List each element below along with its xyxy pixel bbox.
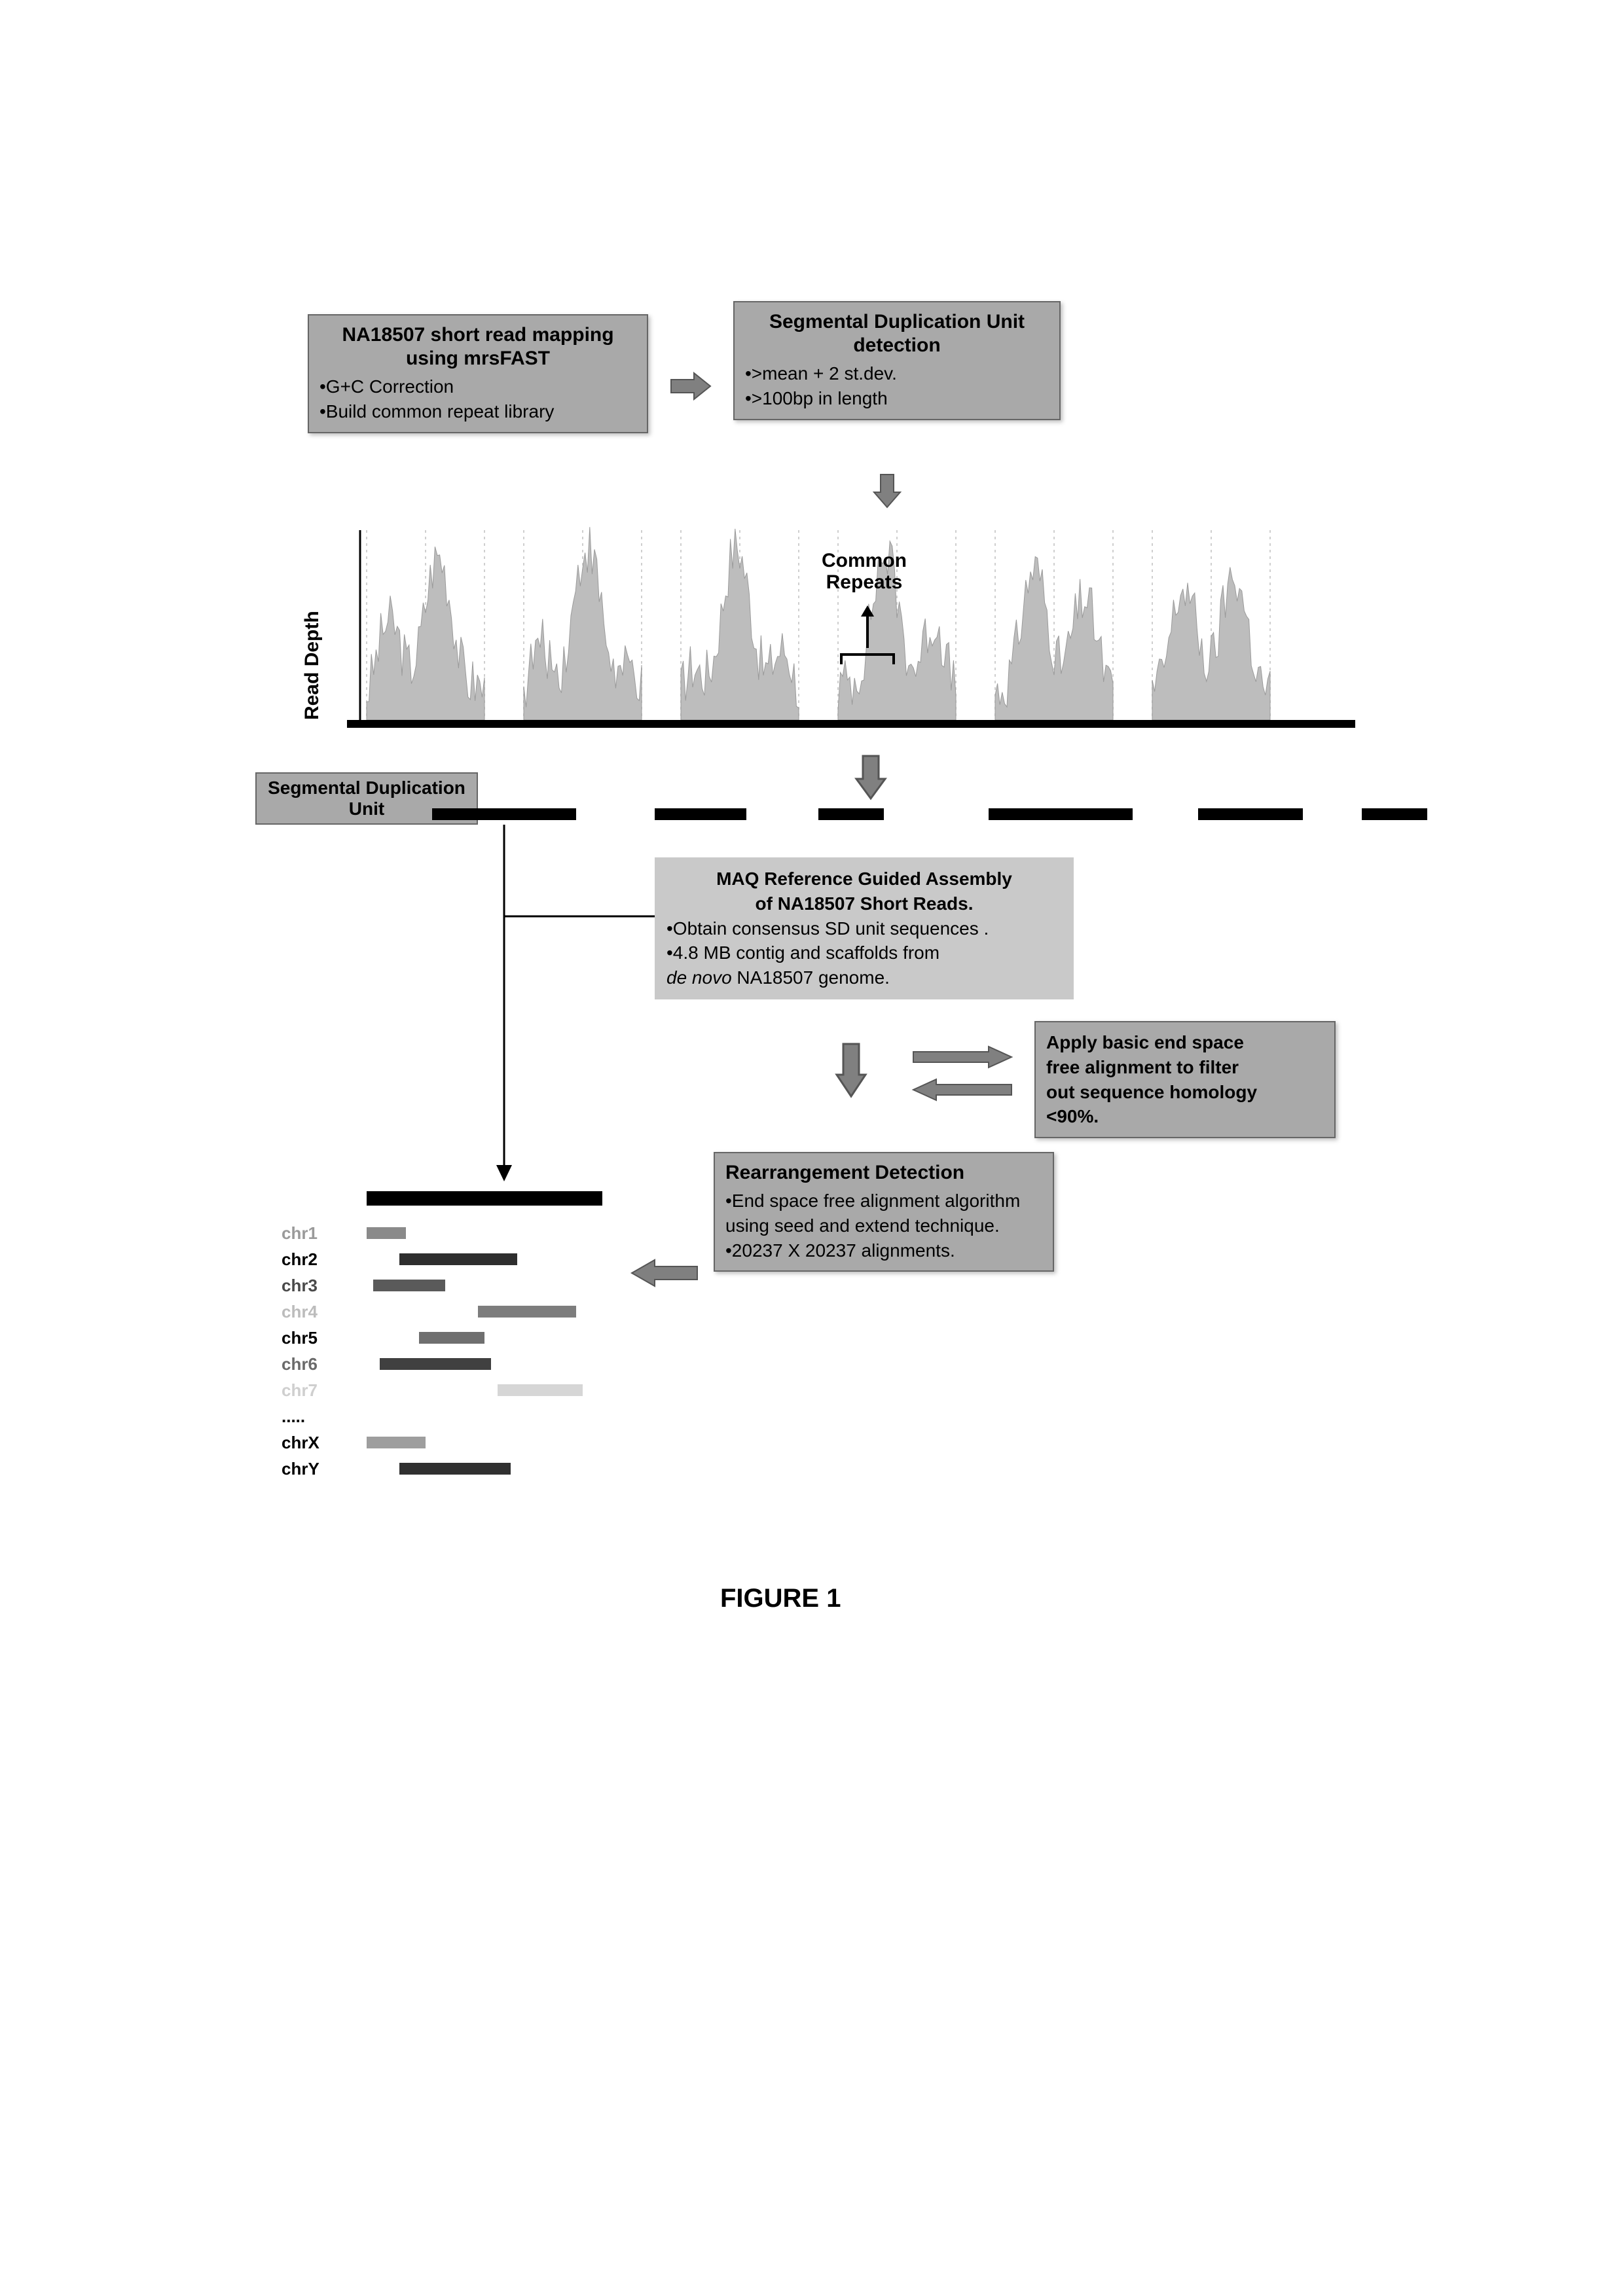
chrom-label-chr1: chr1 (282, 1221, 319, 1247)
maq-bullet-1: •4.8 MB contig and scaffolds from (666, 941, 1062, 965)
arrow-right-1 (668, 370, 714, 403)
chrom-bar-2 (373, 1280, 445, 1291)
rearr-title: Rearrangement Detection (725, 1161, 1042, 1185)
connector-sd-to-chrom (484, 825, 681, 1194)
chrom-label-chr6: chr6 (282, 1352, 319, 1378)
chrom-bar-8 (399, 1463, 511, 1475)
common-repeats-text: Common Repeats (822, 550, 907, 593)
box-sd-unit-detection: Segmental Duplication Unit detection •>m… (733, 301, 1061, 420)
box-filter-homology: Apply basic end space free alignment to … (1034, 1021, 1336, 1138)
common-repeats-label: Common Repeats (799, 550, 930, 593)
sd-segment-5 (1362, 808, 1427, 820)
box2-bullet-0: •>mean + 2 st.dev. (745, 361, 1049, 386)
maq-title-0: MAQ Reference Guided Assembly (666, 867, 1062, 891)
filter-line-0: Apply basic end space (1046, 1030, 1324, 1055)
maq-title-1: of NA18507 Short Reads. (666, 891, 1062, 916)
box2-title: Segmental Duplication Unit detection (745, 310, 1049, 357)
filter-line-3: <90%. (1046, 1104, 1324, 1129)
chrom-label-chr2: chr2 (282, 1247, 319, 1273)
chrom-bar-4 (419, 1332, 484, 1344)
box-rearrangement-detection: Rearrangement Detection •End space free … (714, 1152, 1054, 1272)
arrow-left-1 (629, 1257, 701, 1289)
box1-title: NA18507 short read mapping using mrsFAST (319, 323, 636, 370)
figure-caption: FIGURE 1 (720, 1584, 841, 1613)
box1-bullet-0: •G+C Correction (319, 374, 636, 399)
chrom-bar-3 (478, 1306, 576, 1318)
chrom-label-chr5: chr5 (282, 1325, 319, 1352)
figure-page: NA18507 short read mapping using mrsFAST… (0, 0, 1623, 2296)
chrom-bar-7 (367, 1437, 426, 1448)
box-short-read-mapping: NA18507 short read mapping using mrsFAST… (308, 314, 648, 433)
sd-segment-4 (1198, 808, 1303, 820)
box2-bullet-1: •>100bp in length (745, 386, 1049, 411)
maq-bullet-0: •Obtain consensus SD unit sequences . (666, 916, 1062, 941)
maq-assembly-box: MAQ Reference Guided Assembly of NA18507… (655, 857, 1074, 999)
arrow-down-1 (871, 471, 903, 511)
chrom-label-chr7: chr7 (282, 1378, 319, 1404)
chrom-bar-1 (399, 1253, 517, 1265)
sd-segment-3 (989, 808, 1133, 820)
dbl-arrow-right (910, 1044, 1015, 1070)
chrom-bar-0 (367, 1227, 406, 1239)
chrom-label-.....: ..... (282, 1404, 319, 1430)
chrom-bar-6 (498, 1384, 583, 1396)
maq-italic-line: de novo NA18507 genome. (666, 965, 1062, 990)
arrow-down-2 (851, 753, 890, 802)
chromosome-labels: chr1chr2chr3chr4chr5chr6chr7.....chrXchr… (282, 1221, 319, 1482)
sd-segment-2 (818, 808, 884, 820)
chrom-bar-5 (380, 1358, 491, 1370)
sd-segment-0 (432, 808, 576, 820)
rearr-bullet-0: •End space free alignment algorithm usin… (725, 1189, 1042, 1238)
arrow-down-3 (831, 1041, 871, 1100)
dbl-arrow-left (910, 1077, 1015, 1103)
sd-segment-1 (655, 808, 746, 820)
chart-ylabel: Read Depth (301, 611, 323, 720)
maq-italic-tail: NA18507 genome. (732, 967, 890, 988)
common-repeats-arrow-up (838, 602, 897, 684)
chrom-label-chrX: chrX (282, 1430, 319, 1456)
chrom-label-chr4: chr4 (282, 1299, 319, 1325)
filter-line-1: free alignment to filter (1046, 1055, 1324, 1080)
filter-line-2: out sequence homology (1046, 1080, 1324, 1105)
chrom-label-chrY: chrY (282, 1456, 319, 1482)
rearr-bullet-1: •20237 X 20237 alignments. (725, 1238, 1042, 1263)
box1-bullet-1: •Build common repeat library (319, 399, 636, 424)
reference-bar (367, 1191, 602, 1206)
chrom-label-chr3: chr3 (282, 1273, 319, 1299)
